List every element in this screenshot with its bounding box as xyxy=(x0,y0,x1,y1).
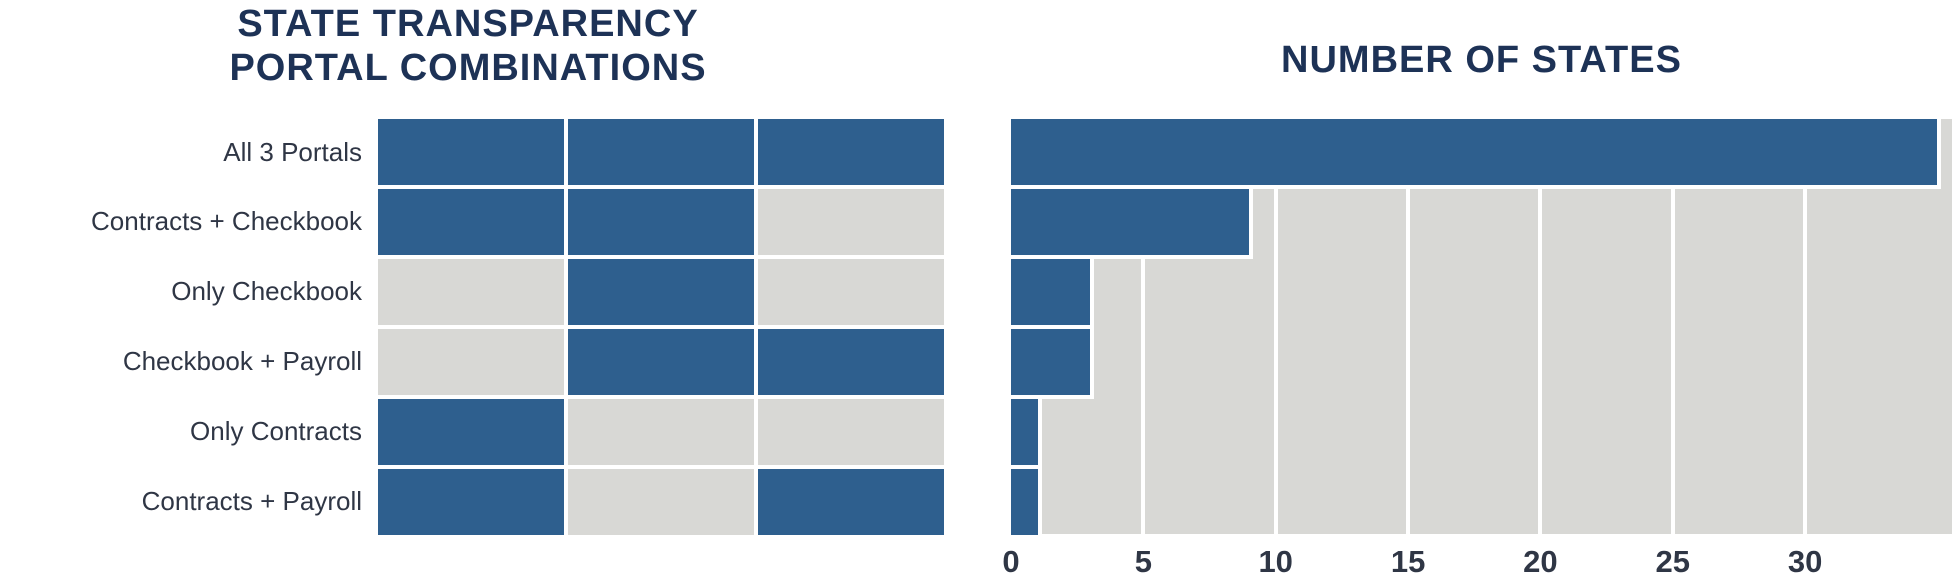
portal-matrix xyxy=(378,398,944,465)
bar xyxy=(1006,324,1095,399)
row-label: Only Checkbook xyxy=(171,276,362,307)
matrix-cell-col1 xyxy=(378,258,564,325)
matrix-cell-col3 xyxy=(758,328,944,395)
left-chart-title-line2: PORTAL COMBINATIONS xyxy=(229,47,707,89)
matrix-cell-col2 xyxy=(568,258,754,325)
portal-matrix xyxy=(378,119,944,185)
chart-row: Only Checkbook xyxy=(0,254,1955,329)
gridline-25 xyxy=(1670,119,1675,534)
left-chart-title: STATE TRANSPARENCY PORTAL COMBINATIONS xyxy=(30,2,906,90)
matrix-cell-col3 xyxy=(758,398,944,465)
bar xyxy=(1006,115,1942,189)
bar xyxy=(1007,394,1042,469)
bar xyxy=(1006,184,1254,259)
bar-chart-track-panel xyxy=(1011,119,1952,534)
portal-matrix xyxy=(378,188,944,255)
row-label: All 3 Portals xyxy=(223,136,362,167)
bar xyxy=(1006,254,1095,329)
x-tick-label-15: 15 xyxy=(1390,544,1426,579)
chart-row: All 3 Portals xyxy=(0,115,1955,189)
matrix-cell-col3 xyxy=(758,119,944,185)
gridline-20 xyxy=(1538,119,1543,534)
portal-matrix xyxy=(378,328,944,395)
portal-matrix xyxy=(378,258,944,325)
row-label: Contracts + Checkbook xyxy=(91,206,362,237)
gridline-30 xyxy=(1803,119,1808,534)
gridline-15 xyxy=(1406,119,1411,534)
matrix-cell-col2 xyxy=(568,188,754,255)
chart-row: Contracts + Checkbook xyxy=(0,184,1955,259)
matrix-cell-col3 xyxy=(758,468,944,535)
matrix-cell-col2 xyxy=(568,328,754,395)
x-tick-label-25: 25 xyxy=(1655,544,1691,579)
x-axis: 0 5 10 15 20 25 30 xyxy=(1002,544,1952,584)
matrix-cell-col1 xyxy=(378,398,564,465)
matrix-cell-col1 xyxy=(378,468,564,535)
right-chart-title: NUMBER OF STATES xyxy=(1281,39,1682,81)
matrix-cell-col3 xyxy=(758,258,944,325)
chart-row: Checkbook + Payroll xyxy=(0,324,1955,399)
x-tick-label-5: 5 xyxy=(1134,544,1153,579)
x-tick-label-30: 30 xyxy=(1787,544,1823,579)
x-tick-label-20: 20 xyxy=(1523,544,1558,579)
row-label: Checkbook + Payroll xyxy=(122,346,362,377)
x-tick-label-0: 0 xyxy=(1002,544,1020,579)
portal-matrix xyxy=(378,468,944,535)
chart-row: Only Contracts xyxy=(0,394,1955,469)
gridline-5 xyxy=(1141,119,1146,534)
matrix-cell-col2 xyxy=(568,398,754,465)
chart-row: Contracts + Payroll xyxy=(0,464,1955,539)
gridline-10 xyxy=(1273,119,1278,534)
matrix-cell-col3 xyxy=(758,188,944,255)
matrix-cell-col2 xyxy=(568,468,754,535)
x-tick-label-10: 10 xyxy=(1258,544,1293,579)
matrix-cell-col2 xyxy=(568,119,754,185)
bar xyxy=(1007,464,1042,539)
row-label: Only Contracts xyxy=(190,416,362,447)
row-label: Contracts + Payroll xyxy=(141,486,362,516)
matrix-cell-col1 xyxy=(378,119,564,185)
matrix-cell-col1 xyxy=(378,188,564,255)
matrix-cell-col1 xyxy=(378,328,564,395)
left-chart-title-line1: STATE TRANSPARENCY xyxy=(237,3,699,45)
